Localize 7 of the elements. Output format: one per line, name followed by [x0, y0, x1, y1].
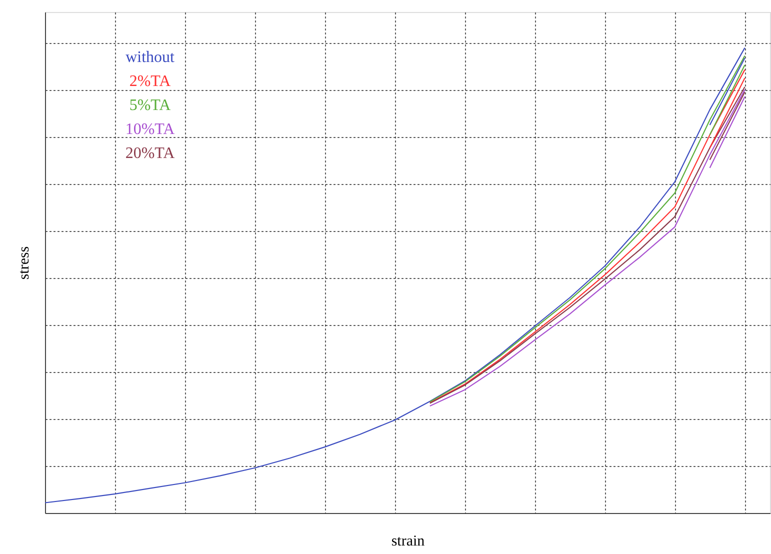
text: 20%TA — [125, 145, 176, 162]
text: 2%TA — [129, 73, 172, 90]
y-axis-title: stress — [16, 246, 32, 280]
text: 10%TA — [125, 121, 176, 138]
text: without — [126, 49, 175, 66]
text: 5%TA — [129, 97, 172, 114]
x-axis-title: strain — [391, 534, 426, 550]
